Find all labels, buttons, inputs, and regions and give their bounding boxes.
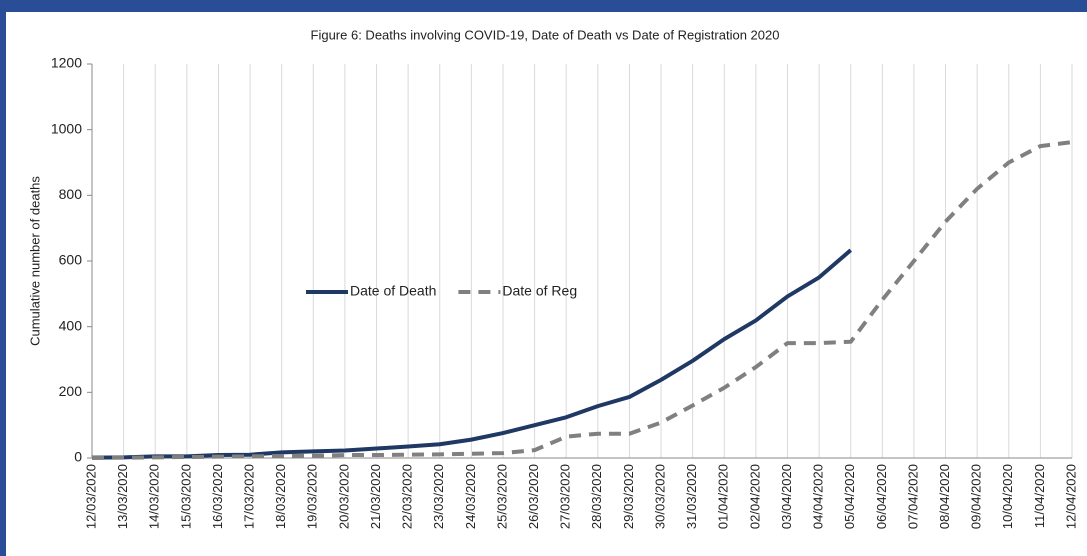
- x-tick-label: 15/03/2020: [178, 464, 193, 529]
- x-tick-label: 11/04/2020: [1032, 464, 1047, 528]
- x-tick-label: 16/03/2020: [210, 464, 225, 529]
- y-tick-label: 600: [59, 252, 83, 268]
- x-tick-label: 26/03/2020: [526, 464, 541, 529]
- x-tick-label: 01/04/2020: [716, 464, 731, 529]
- x-tick-label: 07/04/2020: [905, 464, 920, 529]
- chart-title: Figure 6: Deaths involving COVID-19, Dat…: [311, 27, 780, 42]
- x-tick-label: 18/03/2020: [273, 464, 288, 529]
- legend-label: Date of Reg: [502, 283, 577, 299]
- x-tick-label: 20/03/2020: [336, 464, 351, 529]
- legend-label: Date of Death: [350, 283, 436, 299]
- x-tick-label: 03/04/2020: [779, 464, 794, 529]
- y-tick-label: 400: [59, 317, 83, 333]
- y-tick-label: 800: [59, 186, 83, 202]
- x-tick-label: 29/03/2020: [621, 464, 636, 529]
- x-tick-label: 25/03/2020: [494, 464, 509, 529]
- series-line: [91, 140, 1073, 460]
- x-tick-label: 17/03/2020: [242, 464, 257, 529]
- x-tick-label: 06/04/2020: [874, 464, 889, 529]
- x-tick-label: 30/03/2020: [652, 464, 667, 529]
- x-tick-label: 09/04/2020: [969, 464, 984, 529]
- x-tick-label: 24/03/2020: [463, 464, 478, 529]
- x-tick-label: 12/03/2020: [83, 464, 98, 529]
- chart-area: [6, 12, 1087, 556]
- y-tick-label: 1200: [51, 55, 82, 71]
- x-tick-label: 19/03/2020: [305, 464, 320, 529]
- x-tick-label: 14/03/2020: [147, 464, 162, 529]
- x-tick-label: 05/04/2020: [842, 464, 857, 529]
- x-tick-label: 02/04/2020: [747, 464, 762, 529]
- x-tick-label: 08/04/2020: [937, 464, 952, 529]
- y-tick-label: 200: [59, 383, 83, 399]
- x-tick-label: 22/03/2020: [400, 464, 415, 529]
- x-tick-label: 10/04/2020: [1000, 464, 1015, 529]
- x-tick-label: 23/03/2020: [431, 464, 446, 529]
- x-tick-label: 27/03/2020: [558, 464, 573, 529]
- y-tick-label: 1000: [51, 120, 82, 136]
- y-tick-label: 0: [74, 449, 82, 465]
- x-tick-label: 13/03/2020: [115, 464, 130, 529]
- x-tick-label: 12/04/2020: [1063, 464, 1078, 529]
- x-tick-label: 04/04/2020: [811, 464, 826, 529]
- x-tick-label: 28/03/2020: [589, 464, 604, 529]
- y-axis-title: Cumulative number of deaths: [27, 176, 42, 346]
- x-tick-label: 21/03/2020: [368, 464, 383, 529]
- x-tick-label: 31/03/2020: [684, 464, 699, 529]
